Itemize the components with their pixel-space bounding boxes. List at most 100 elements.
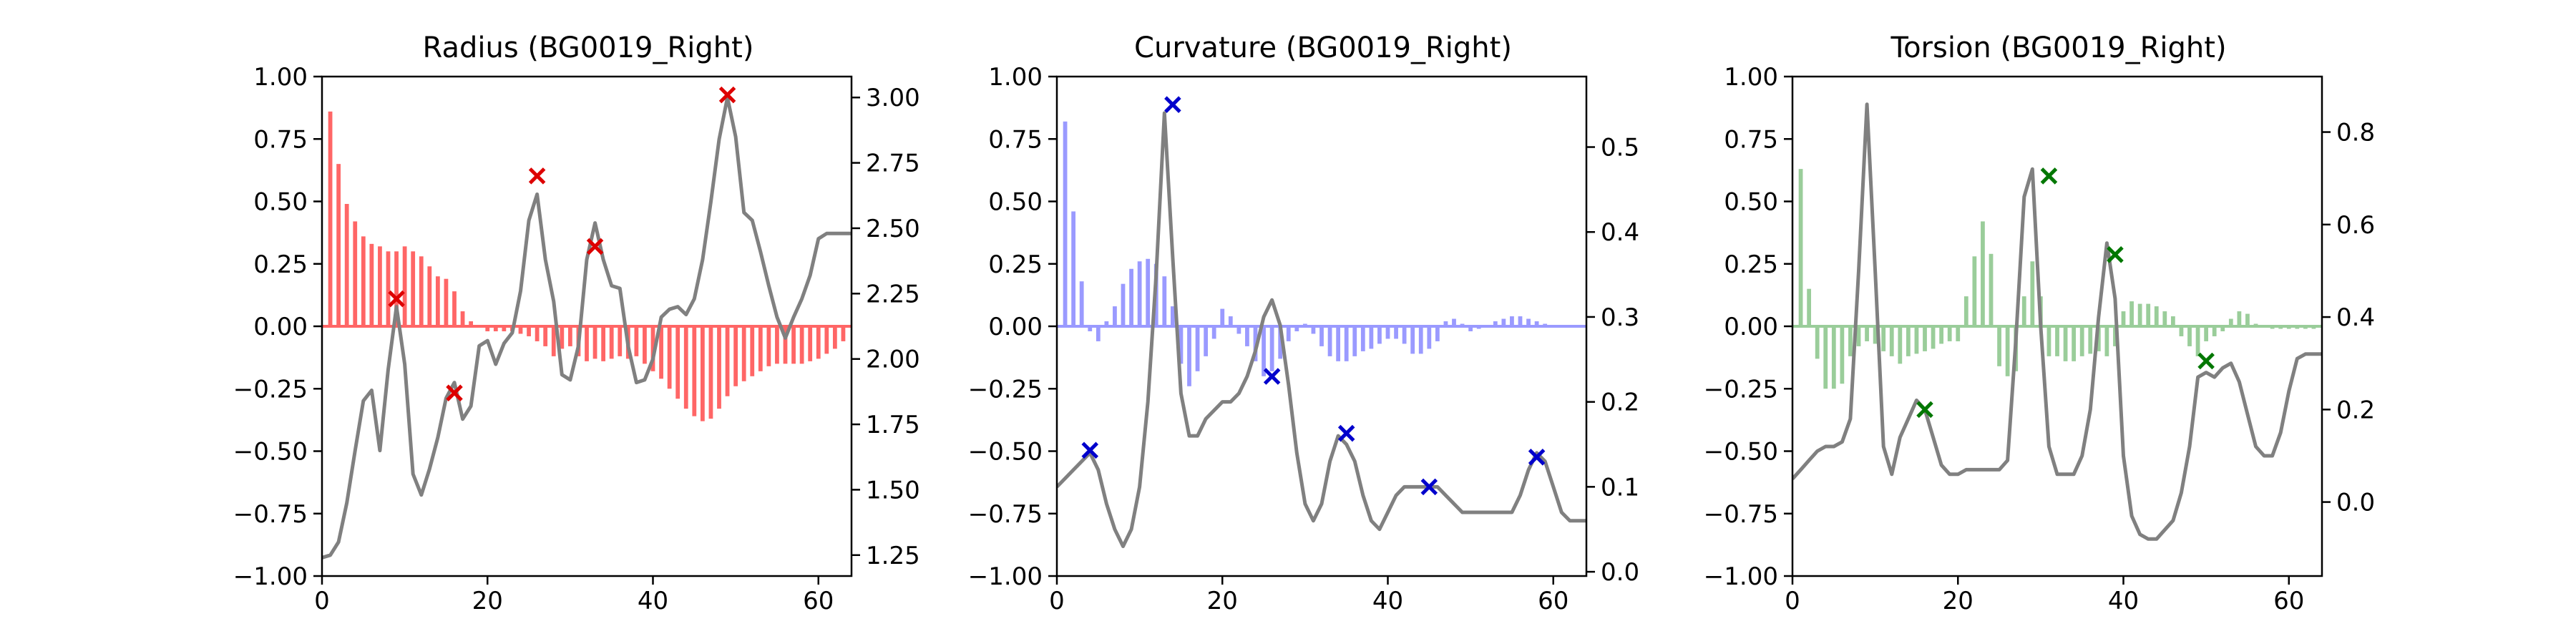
- bar: [460, 311, 465, 326]
- peak-marker: [2197, 352, 2215, 370]
- bar: [560, 326, 565, 349]
- bar: [1526, 318, 1531, 326]
- bar: [2088, 326, 2093, 354]
- x-tick-label: 0: [314, 587, 330, 615]
- bar: [2079, 326, 2084, 356]
- bar: [1146, 258, 1151, 326]
- bar: [2030, 261, 2035, 326]
- y-right-tick-label: 0.8: [2336, 119, 2375, 147]
- bar: [2104, 326, 2109, 356]
- bar: [551, 326, 556, 356]
- peak-marker: [446, 384, 463, 401]
- bar: [1294, 326, 1299, 331]
- peak-marker: [2040, 167, 2058, 185]
- peak-marker: [1420, 478, 1438, 496]
- panel-torsion: Torsion (BG0019_Right) 0 20 40 60 −1.00 −0.75…: [1704, 31, 2375, 615]
- bar: [1410, 326, 1415, 354]
- y-left-tick-label: −0.25: [233, 375, 308, 404]
- bar: [2245, 313, 2250, 326]
- bar: [1914, 326, 1919, 354]
- y-right-tick-label: 0.0: [2336, 489, 2375, 517]
- bar: [717, 326, 721, 409]
- peak-marker-stroke: [1263, 368, 1281, 385]
- peak-marker: [528, 167, 546, 185]
- bar: [1856, 326, 1861, 346]
- bar: [2072, 326, 2077, 361]
- bar: [2121, 311, 2126, 326]
- bar: [667, 326, 672, 389]
- bar: [1881, 326, 1886, 351]
- y-left-tick-label: 0.75: [1724, 125, 1778, 154]
- plot-area: [1792, 102, 2322, 541]
- bar: [567, 326, 572, 346]
- bar: [1394, 326, 1398, 339]
- bar: [402, 246, 407, 326]
- bar: [1823, 326, 1828, 389]
- peak-marker: [388, 290, 405, 308]
- y-left-tick-label: −1.00: [1704, 562, 1778, 591]
- peak-marker: [1081, 441, 1099, 459]
- bar: [1278, 326, 1283, 359]
- peak-marker: [2107, 246, 2124, 263]
- peak-marker: [1337, 424, 1355, 442]
- bar: [1137, 261, 1142, 326]
- bar: [1798, 169, 1803, 326]
- x-tick-label: 20: [1943, 587, 1974, 615]
- y-left-tick-label: 0.75: [253, 125, 308, 154]
- bar: [650, 326, 655, 371]
- bar: [1170, 306, 1175, 326]
- bar: [1195, 326, 1200, 371]
- bar: [692, 326, 697, 416]
- bar: [1187, 326, 1191, 386]
- bar: [2228, 318, 2233, 326]
- peak-marker-stroke: [1337, 424, 1355, 442]
- bar: [1435, 326, 1440, 341]
- bar: [2204, 326, 2209, 341]
- bar: [2137, 303, 2142, 326]
- peak-marker: [718, 86, 736, 104]
- bar: [816, 326, 821, 359]
- y-left-tick-label: −0.50: [1704, 438, 1778, 467]
- bar: [1228, 316, 1233, 326]
- bar: [1906, 326, 1911, 356]
- peak-marker: [1164, 96, 1181, 113]
- bar: [808, 326, 813, 361]
- bar: [452, 291, 457, 326]
- y-right-tick-label: 2.50: [866, 215, 920, 243]
- y-right-tick-label: 0.4: [2336, 303, 2375, 332]
- series-line: [1792, 102, 2322, 541]
- bar: [2162, 311, 2167, 326]
- bar: [394, 251, 399, 326]
- peak-marker-stroke: [2197, 352, 2215, 370]
- bar: [1493, 321, 1498, 326]
- x-tick-label: 40: [638, 587, 668, 615]
- bar: [601, 326, 606, 361]
- y-right-tick-label: 0.0: [1601, 558, 1639, 587]
- x-tick-label: 0: [1049, 587, 1065, 615]
- bar: [1319, 326, 1324, 346]
- x-tick-label: 40: [2108, 587, 2139, 615]
- bar: [1501, 318, 1506, 326]
- bar: [1452, 318, 1456, 326]
- bar: [1179, 326, 1184, 364]
- bar: [1071, 211, 1076, 326]
- bar: [1865, 326, 1869, 341]
- y-left-tick-label: 0.25: [1724, 250, 1778, 279]
- x-tick-label: 60: [803, 587, 834, 615]
- peak-marker: [1528, 449, 1546, 466]
- plot-area: [1057, 111, 1586, 548]
- bar: [758, 326, 763, 371]
- y-left-tick-label: −0.25: [968, 375, 1043, 404]
- y-left-tick-label: −0.50: [968, 438, 1043, 467]
- bar: [543, 326, 548, 346]
- bar: [2179, 326, 2184, 336]
- bar: [1121, 283, 1126, 326]
- bar: [1510, 316, 1514, 326]
- bar: [708, 326, 713, 419]
- bar: [2113, 326, 2117, 346]
- bar: [1815, 326, 1820, 359]
- y-left-tick-label: −1.00: [233, 562, 308, 591]
- y-left-tick-label: −0.75: [233, 500, 308, 529]
- y-left-tick-label: 1.00: [253, 63, 308, 92]
- bar: [1947, 326, 1952, 341]
